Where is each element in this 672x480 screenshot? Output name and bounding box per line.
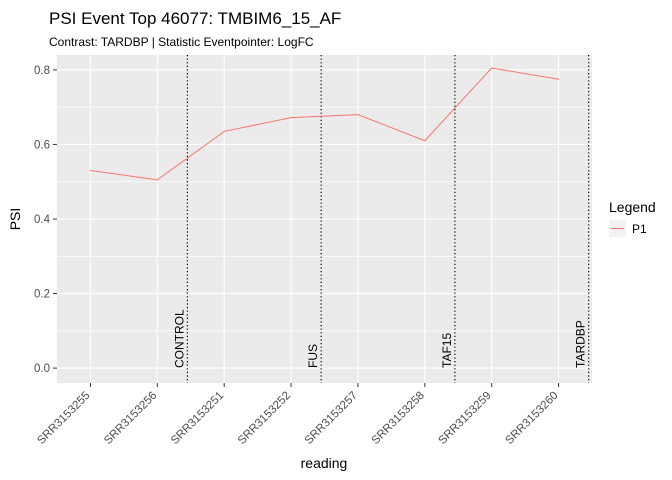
y-tick-label: 0.2 (34, 289, 50, 301)
group-line-label: CONTROL (172, 309, 186, 368)
data-point (89, 169, 92, 172)
x-tick-label: SRR3153260 (503, 390, 560, 447)
y-axis-title: PSI (7, 208, 23, 231)
x-tick-label: SRR3153252 (236, 390, 293, 447)
data-point (290, 117, 292, 119)
x-tick-label: SRR3153255 (35, 390, 92, 447)
group-lines: CONTROL FUS TAF15 TARDBP (172, 55, 590, 383)
y-tick-label: 0.6 (34, 139, 50, 151)
y-axis-ticks: 0.0 0.2 0.4 0.6 0.8 (34, 65, 57, 375)
legend-title: Legend (609, 199, 656, 215)
chart-title: PSI Event Top 46077: TMBIM6_15_AF (49, 9, 341, 28)
y-tick-label: 0.0 (34, 363, 50, 375)
x-axis-title: reading (301, 455, 348, 471)
group-line-label: TAF15 (440, 333, 454, 368)
legend: Legend P1 (609, 199, 656, 237)
data-point (156, 179, 158, 181)
y-tick-label: 0.4 (34, 214, 51, 226)
data-point (223, 130, 225, 133)
x-axis-ticks: SRR3153255 SRR3153256 SRR3153251 SRR3153252… (35, 383, 561, 447)
x-tick-label: SRR3153257 (303, 390, 360, 447)
data-point (557, 78, 560, 80)
series-layer (89, 67, 560, 181)
legend-label-p1: P1 (632, 222, 647, 236)
data-point (357, 114, 359, 116)
data-point (491, 67, 493, 69)
x-tick-label: SRR3153258 (370, 390, 427, 447)
series-line-p1 (90, 67, 559, 181)
grid-lines (57, 55, 592, 383)
x-tick-label: SRR3153259 (436, 390, 493, 447)
x-tick-label: SRR3153256 (102, 390, 159, 447)
group-line-label: TARDBP (574, 320, 588, 368)
x-tick-label: SRR3153251 (169, 390, 226, 447)
data-point (424, 140, 426, 142)
y-tick-label: 0.8 (34, 65, 50, 77)
group-line-label: FUS (306, 344, 320, 368)
chart-subtitle: Contrast: TARDBP | Statistic Eventpointe… (49, 35, 314, 49)
